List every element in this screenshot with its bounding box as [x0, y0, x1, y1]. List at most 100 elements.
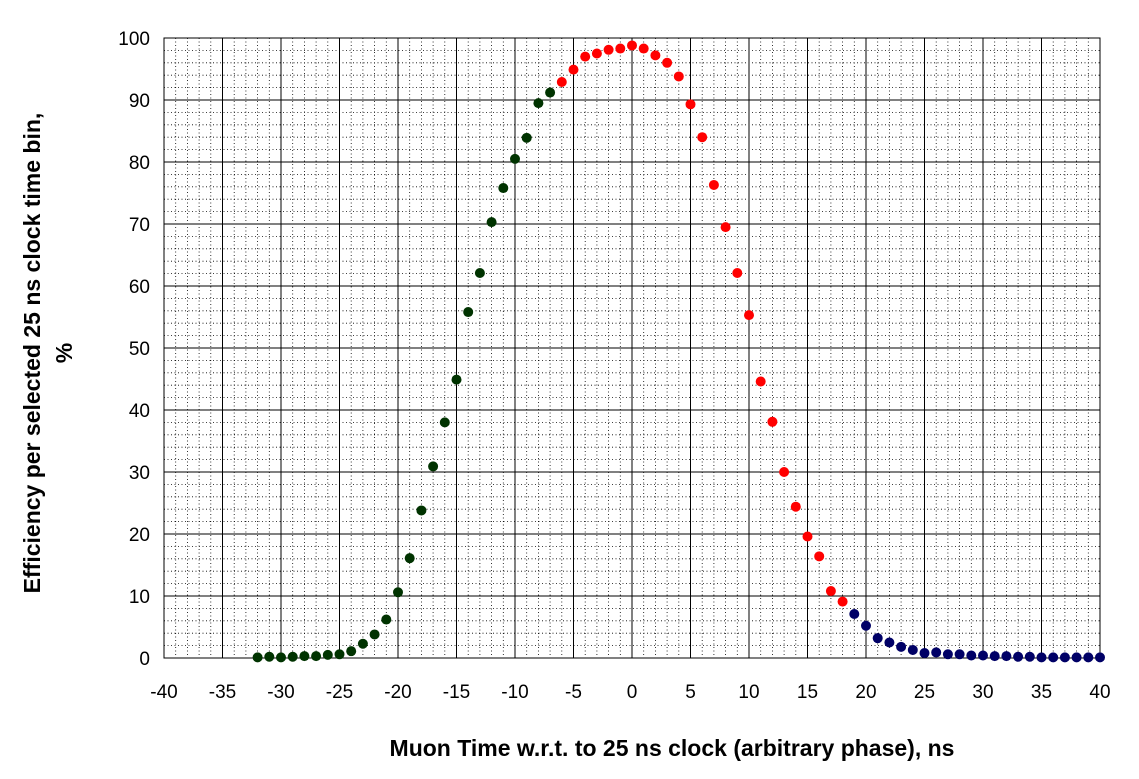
data-point	[1059, 652, 1070, 663]
data-point	[346, 646, 357, 657]
data-point	[767, 416, 778, 427]
data-point	[463, 307, 474, 318]
x-tick-label: 5	[685, 682, 696, 703]
data-point	[954, 649, 965, 660]
data-point	[732, 267, 743, 278]
data-point	[264, 651, 275, 662]
y-tick-label: 10	[129, 587, 150, 608]
y-tick-label: 50	[129, 339, 150, 360]
data-point	[720, 222, 731, 233]
data-point	[685, 99, 696, 110]
data-point	[1024, 651, 1035, 662]
data-point	[907, 644, 918, 655]
data-point	[521, 132, 532, 143]
data-point	[697, 132, 708, 143]
data-point	[580, 51, 591, 62]
data-point	[814, 551, 825, 562]
data-point	[603, 44, 614, 55]
x-axis-tick-labels: -40 -35 -30 -25 -20 -15 -10 -5 0 5 10 15 20 25 30 35 40	[150, 682, 1110, 703]
data-point	[837, 596, 848, 607]
data-point	[357, 638, 368, 649]
data-point	[439, 417, 450, 428]
data-point	[299, 651, 310, 662]
data-point	[1071, 652, 1082, 663]
data-point	[744, 310, 754, 321]
y-axis-title: Efficiency per selected 25 ns clock time…	[19, 113, 77, 594]
y-axis-tick-labels: 0 10 20 30 40 50 60 70 80 90 100	[118, 29, 150, 670]
data-point	[252, 652, 263, 663]
data-point	[556, 77, 567, 88]
y-tick-label: 70	[129, 215, 150, 236]
data-point	[790, 501, 801, 512]
data-point	[510, 153, 520, 164]
data-point	[931, 647, 942, 658]
data-point	[849, 608, 860, 619]
data-point	[451, 374, 462, 385]
y-tick-label: 20	[129, 525, 150, 546]
data-point	[334, 649, 345, 660]
x-tick-label: 0	[627, 682, 638, 703]
x-tick-label: -25	[326, 682, 353, 703]
data-point	[861, 620, 871, 631]
data-point	[966, 650, 977, 661]
x-tick-label: -30	[267, 682, 294, 703]
data-point	[486, 217, 497, 228]
data-point	[989, 651, 1000, 662]
data-point	[428, 461, 439, 472]
data-point	[369, 629, 380, 640]
x-axis-title: Muon Time w.r.t. to 25 ns clock (arbitra…	[390, 735, 955, 761]
data-point	[638, 43, 649, 54]
data-point	[322, 649, 333, 660]
y-axis-title-line2: %	[51, 343, 77, 363]
data-point	[673, 71, 684, 82]
data-point	[1095, 652, 1105, 663]
data-point	[884, 637, 895, 648]
data-point	[568, 64, 579, 75]
x-tick-label: -40	[150, 682, 177, 703]
data-points	[252, 40, 1105, 663]
data-point	[416, 505, 427, 516]
x-tick-label: 30	[972, 682, 993, 703]
y-tick-label: 40	[129, 401, 150, 422]
data-point	[650, 50, 661, 61]
y-tick-label: 80	[129, 153, 150, 174]
data-point	[919, 648, 930, 659]
data-point	[896, 641, 907, 652]
data-point	[393, 587, 403, 598]
data-point	[287, 651, 298, 662]
data-point	[1013, 651, 1024, 662]
data-point	[474, 267, 485, 278]
x-tick-label: -35	[209, 682, 236, 703]
y-tick-label: 30	[129, 463, 150, 484]
data-point	[615, 43, 626, 54]
data-point	[627, 40, 637, 51]
y-tick-label: 90	[129, 91, 150, 112]
major-gridlines	[163, 37, 1101, 659]
y-axis-title-line1: Efficiency per selected 25 ns clock time…	[19, 113, 45, 594]
x-tick-label: -5	[565, 682, 582, 703]
data-point	[404, 553, 415, 564]
data-point	[591, 48, 602, 59]
data-point	[802, 531, 813, 542]
data-point	[1001, 651, 1012, 662]
data-point	[1036, 652, 1047, 663]
x-tick-label: 20	[855, 682, 876, 703]
y-tick-label: 100	[118, 29, 150, 50]
x-tick-label: 35	[1031, 682, 1052, 703]
data-point	[381, 614, 392, 625]
y-tick-label: 60	[129, 277, 150, 298]
data-point	[825, 586, 836, 597]
data-point	[545, 87, 556, 98]
data-point	[498, 183, 509, 194]
data-point	[533, 98, 544, 109]
x-tick-label: -15	[443, 682, 470, 703]
data-point	[662, 57, 673, 68]
x-tick-label: 15	[797, 682, 818, 703]
data-point	[872, 633, 883, 644]
x-tick-label: 10	[738, 682, 759, 703]
data-point	[1083, 652, 1094, 663]
x-tick-label: 40	[1089, 682, 1110, 703]
data-point	[978, 650, 988, 661]
